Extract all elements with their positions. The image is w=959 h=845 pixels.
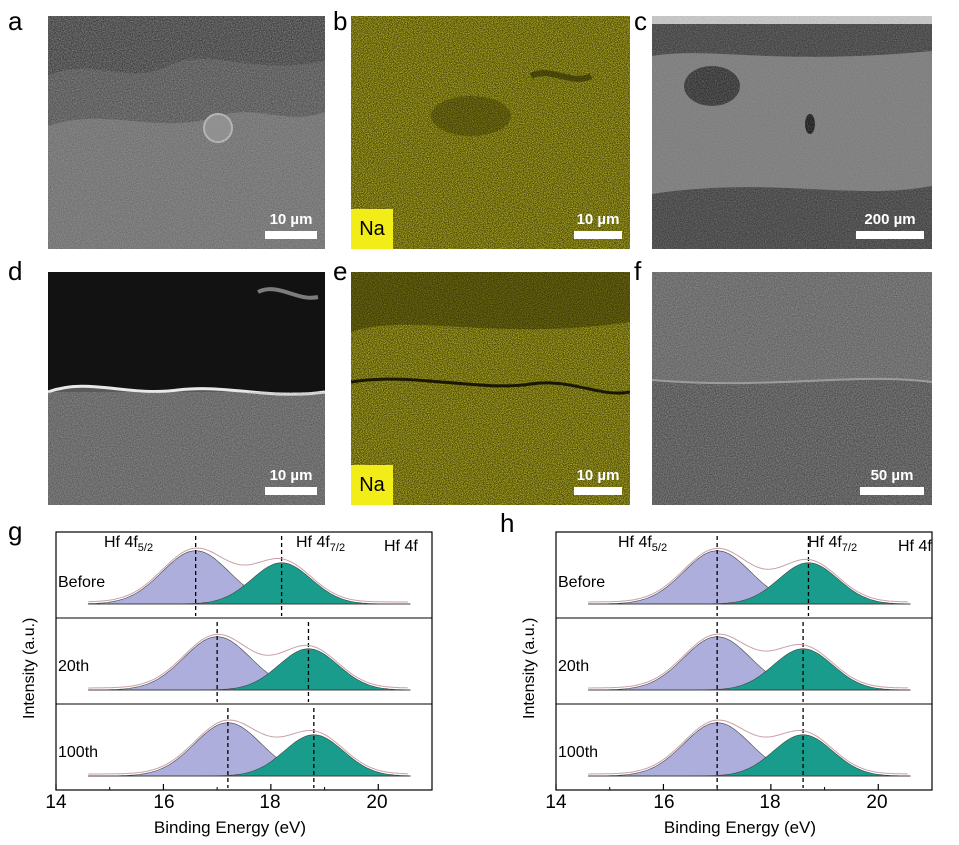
scale-bar-b-line — [574, 231, 622, 239]
y-axis-label-h: Intensity (a.u.) — [521, 617, 538, 719]
peak-label-h-1-sub: 5/2 — [651, 542, 668, 555]
raw-envelope-h-2 — [588, 719, 908, 775]
x-tick-g-0: 14 — [45, 792, 67, 813]
scale-bar-f-label: 50 µm — [870, 467, 914, 484]
x-tick-g-2: 18 — [259, 792, 281, 813]
x-tick-h-3: 20 — [866, 792, 888, 813]
raw-envelope-g-1 — [88, 633, 408, 689]
scale-bar-d-line — [265, 487, 317, 495]
peak-label-g-2-main: Hf 4f — [296, 534, 330, 551]
panel-label-b: b — [333, 6, 348, 36]
row-label-g-0: Before — [58, 574, 106, 591]
x-tick-g-3: 20 — [366, 792, 388, 813]
scale-bar-d: 10 µm — [265, 468, 317, 495]
peak-label-h-1: Hf 4f5/2 — [618, 534, 667, 554]
scale-bar-b-label: 10 µm — [576, 211, 620, 228]
sem-image-a: 10 µm — [48, 16, 325, 249]
peak-label-h-2-main: Hf 4f — [808, 534, 842, 551]
eds-texture-b — [351, 16, 630, 249]
xps-plot-h — [555, 531, 933, 791]
scale-bar-a: 10 µm — [265, 212, 317, 239]
region-label-h: Hf 4f — [898, 538, 932, 555]
sem-image-d: 10 µm — [48, 272, 325, 505]
element-tag-e: Na — [351, 465, 393, 505]
panel-label-c: c — [634, 6, 647, 36]
panel-label-f: f — [634, 256, 642, 286]
panel-label-g: g — [8, 516, 23, 546]
eds-map-e: Na 10 µm — [351, 272, 630, 505]
peak-label-g-2: Hf 4f7/2 — [296, 534, 345, 554]
scale-bar-c: 200 µm — [856, 212, 924, 239]
peak-label-h-1-main: Hf 4f — [618, 534, 652, 551]
sem-texture-c — [652, 16, 932, 249]
scale-bar-c-label: 200 µm — [864, 211, 916, 228]
region-label-g: Hf 4f — [384, 538, 418, 555]
scale-bar-b: 10 µm — [574, 212, 622, 239]
plot-frame-h — [555, 531, 933, 791]
x-tick-g-1: 16 — [153, 792, 175, 813]
scale-bar-a-label: 10 µm — [269, 211, 313, 228]
raw-envelope-g-2 — [88, 719, 408, 775]
plot-frame-g — [55, 531, 433, 791]
x-axis-label-g: Binding Energy (eV) — [153, 818, 307, 837]
x-tick-h-1: 16 — [653, 792, 675, 813]
row-label-g-1: 20th — [58, 658, 90, 675]
scale-bar-e: 10 µm — [574, 468, 622, 495]
scale-bar-e-label: 10 µm — [576, 467, 620, 484]
peak-label-g-1: Hf 4f5/2 — [104, 534, 153, 554]
panel-label-e: e — [333, 256, 348, 286]
panel-label-a: a — [8, 6, 23, 36]
eds-map-b: Na 10 µm — [351, 16, 630, 249]
eds-texture-e — [351, 272, 630, 505]
scale-bar-f: 50 µm — [860, 468, 924, 495]
peak-label-h-2: Hf 4f7/2 — [808, 534, 857, 554]
xps-plot-g — [55, 531, 433, 791]
peak-label-g-1-sub: 5/2 — [137, 542, 154, 555]
row-label-h-0: Before — [558, 574, 606, 591]
scale-bar-e-line — [574, 487, 622, 495]
peak-label-g-1-main: Hf 4f — [104, 534, 138, 551]
element-tag-b: Na — [351, 209, 393, 249]
peak-label-g-2-sub: 7/2 — [329, 542, 346, 555]
xps-chart-g: Intensity (a.u.) Binding Energy (eV) 14 … — [0, 510, 450, 845]
raw-envelope-g-0 — [88, 547, 408, 603]
sem-image-c: 200 µm — [652, 16, 932, 249]
peak-label-h-2-sub: 7/2 — [841, 542, 858, 555]
panel-label-h: h — [500, 508, 515, 538]
scale-bar-d-label: 10 µm — [269, 467, 313, 484]
sem-image-f: 50 µm — [652, 272, 932, 505]
scale-bar-c-line — [856, 231, 924, 239]
row-label-g-2: 100th — [58, 744, 99, 761]
panel-label-d: d — [8, 256, 23, 286]
row-label-h-2: 100th — [558, 744, 599, 761]
scale-bar-a-line — [265, 231, 317, 239]
raw-envelope-h-0 — [588, 547, 908, 603]
raw-envelope-h-1 — [588, 633, 908, 689]
scale-bar-f-line — [860, 487, 924, 495]
sem-texture-d — [48, 272, 325, 505]
row-label-h-1: 20th — [558, 658, 590, 675]
x-tick-h-0: 14 — [545, 792, 567, 813]
sem-texture-a — [48, 16, 325, 249]
sem-texture-f — [652, 272, 932, 505]
x-tick-h-2: 18 — [759, 792, 781, 813]
x-axis-label-h: Binding Energy (eV) — [663, 818, 817, 837]
y-axis-label-g: Intensity (a.u.) — [21, 617, 38, 719]
xps-chart-h: Intensity (a.u.) Binding Energy (eV) 14 … — [500, 510, 959, 845]
